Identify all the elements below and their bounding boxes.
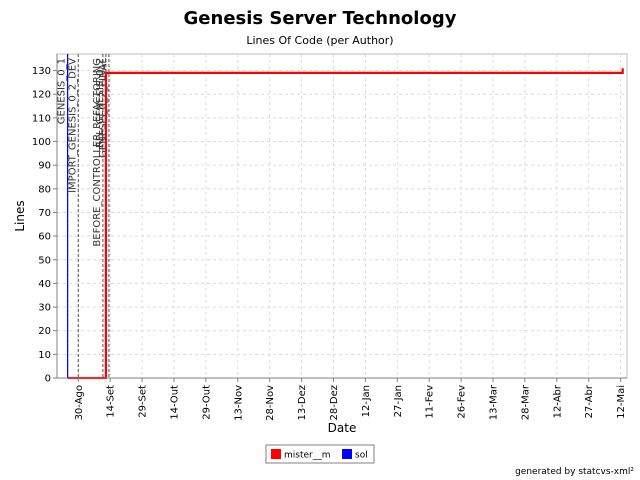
- legend-label-mister-m: mister__m: [284, 451, 331, 461]
- tag-marker-label: GENESIS_0_1: [57, 58, 68, 124]
- tag-marker-label: IMPORT_GENESIS_0_2_DEV: [67, 58, 78, 193]
- x-tick-label: 13-Nov: [233, 385, 244, 421]
- y-tick-label: 0: [45, 374, 51, 385]
- x-axis-label: Date: [328, 421, 357, 435]
- x-tick-label: 12-Abr: [552, 384, 563, 418]
- y-axis-label: Lines: [13, 200, 27, 231]
- x-tick-label: 26-Fev: [457, 385, 468, 419]
- x-tick-label: 12-Jan: [361, 385, 372, 417]
- axes: [56, 54, 627, 379]
- y-tick-label: 120: [32, 90, 51, 101]
- plot-area: [56, 53, 628, 379]
- y-tick-label: 80: [38, 184, 51, 195]
- x-axis-ticks: 30-Ago 14-Set 29-Set 14-Out 29-Out 13-Nov 28-N…: [74, 378, 627, 421]
- y-tick-label: 90: [38, 161, 51, 172]
- y-tick-label: 110: [32, 113, 51, 124]
- tag-marker-label: REL_GENESIS_0_2: [95, 58, 106, 148]
- x-tick-label: 29-Out: [201, 385, 212, 420]
- y-tick-label: 40: [38, 279, 51, 290]
- x-tick-label: 14-Set: [106, 385, 117, 418]
- legend-swatch-sol: [342, 449, 352, 459]
- x-tick-label: 28-Nov: [265, 385, 276, 421]
- x-tick-label: 27-Abr: [584, 384, 595, 418]
- y-tick-label: 30: [38, 303, 51, 314]
- legend-label-sol: sol: [355, 451, 368, 461]
- x-tick-label: 28-Dez: [329, 385, 340, 420]
- y-tick-label: 20: [38, 326, 51, 337]
- y-tick-label: 50: [38, 255, 51, 266]
- y-tick-label: 10: [38, 350, 51, 361]
- x-tick-label: 11-Fev: [425, 385, 436, 419]
- legend-swatch-mister-m: [271, 449, 281, 459]
- x-tick-label: 14-Out: [169, 385, 180, 420]
- x-tick-label: 12-Mai: [616, 385, 627, 419]
- tag-marker-label: GENESIS_0_2_FINAL: [98, 58, 109, 158]
- y-tick-label: 130: [32, 66, 51, 77]
- x-tick-label: 13-Dez: [297, 385, 308, 420]
- x-tick-label: 13-Mar: [489, 384, 500, 420]
- y-tick-label: 60: [38, 232, 51, 243]
- legend: mister__m sol: [265, 444, 375, 464]
- tag-marker-label: BEFORE_CONTROLLER_REFACTORING: [92, 58, 103, 247]
- x-tick-label: 30-Ago: [74, 385, 85, 420]
- footer-credit: generated by statcvs-xml²: [515, 467, 634, 477]
- y-axis-ticks: 0 10 20 30 40 50 60 70 80 90 100 110 120 130: [32, 66, 57, 385]
- grid-lines: [57, 54, 627, 379]
- chart-title: Genesis Server Technology: [184, 8, 457, 29]
- chart-subtitle: Lines Of Code (per Author): [246, 34, 393, 47]
- x-tick-label: 29-Set: [138, 385, 149, 418]
- y-tick-label: 100: [32, 137, 51, 148]
- x-tick-label: 27-Jan: [393, 385, 404, 417]
- y-tick-label: 70: [38, 208, 51, 219]
- x-tick-label: 28-Mar: [520, 384, 531, 420]
